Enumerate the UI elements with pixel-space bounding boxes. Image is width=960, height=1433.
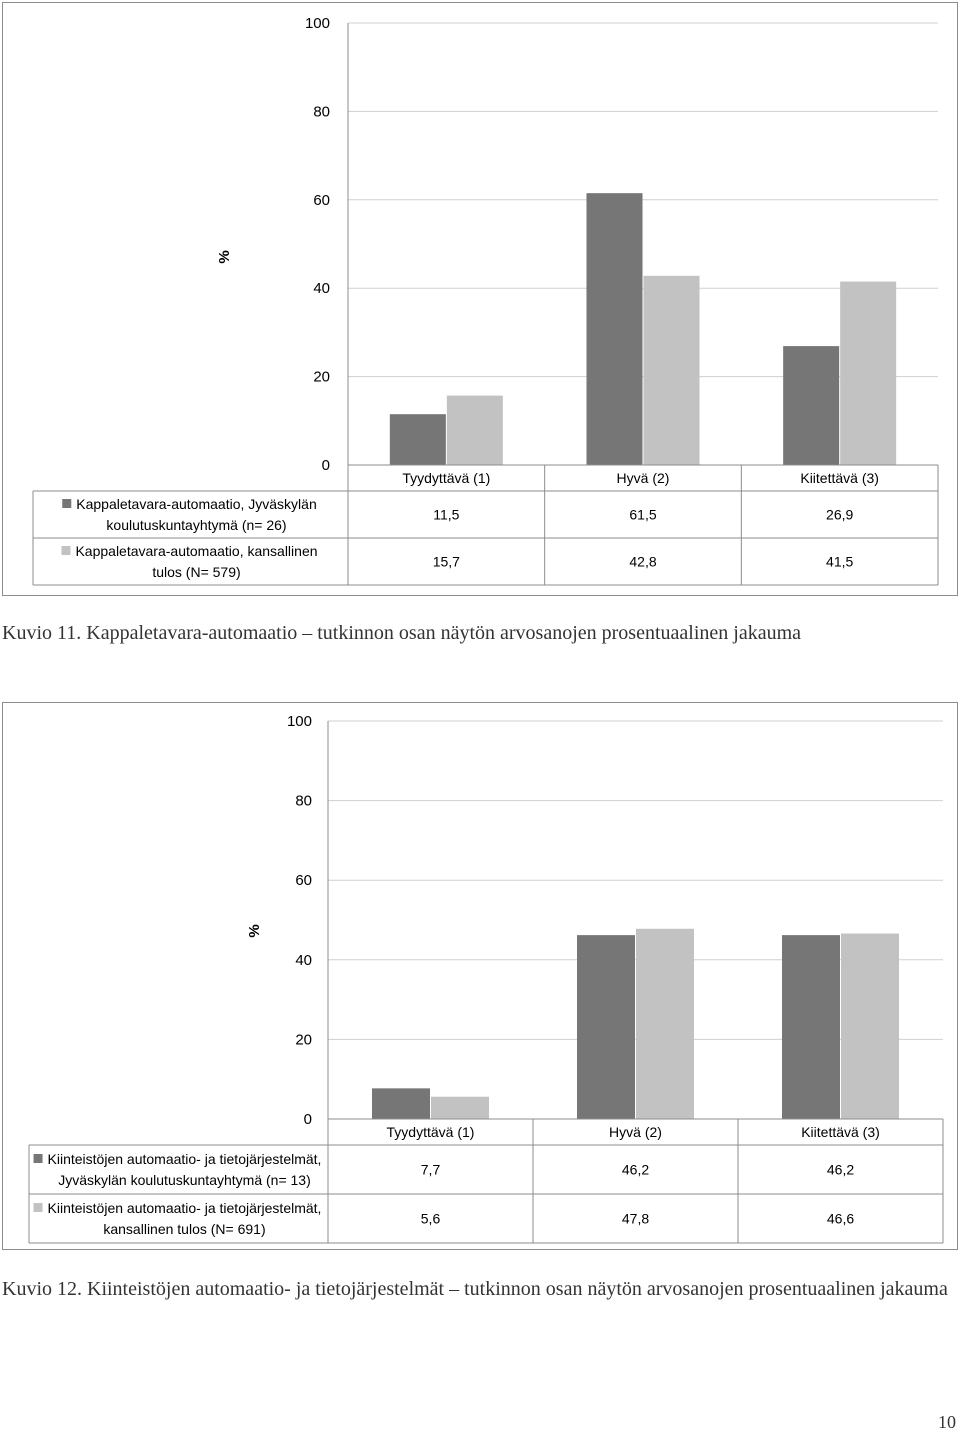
chart2-category-label: Hyvä (2) xyxy=(609,1124,662,1140)
chart2-bar-s2-c1 xyxy=(431,1096,489,1119)
chart1-legend-label-s1: Kappaletavara-automaatio, Jyväskylän xyxy=(76,496,316,512)
chart2-legend-label-s1: Kiinteistöjen automaatio- ja tietojärjes… xyxy=(48,1151,322,1167)
chart2-category-label: Kiitettävä (3) xyxy=(801,1124,880,1140)
chart2-legend-swatch-s2 xyxy=(33,1203,43,1212)
chart1-y-tick-label: 0 xyxy=(322,457,330,474)
chart2-bar-s2-c2 xyxy=(636,928,694,1119)
chart1-y-tick-label: 80 xyxy=(313,103,330,120)
chart1-bar-s1-c1 xyxy=(389,414,446,465)
chart2-bar-s1-c2 xyxy=(577,935,635,1119)
chart1-y-tick-label: 20 xyxy=(313,369,330,386)
chart1-y-tick-label: 40 xyxy=(313,280,330,297)
chart2-data-label-s1-c1: 7,7 xyxy=(421,1162,441,1178)
chart2-bar-s1-c1 xyxy=(372,1088,430,1119)
chart2-y-tick-label: 80 xyxy=(295,793,312,810)
chart1-y-tick-label: 60 xyxy=(313,192,330,209)
chart2-y-tick-label: 100 xyxy=(287,713,312,730)
figure-caption-11: Kuvio 11. Kappaletavara-automaatio – tut… xyxy=(2,622,802,644)
chart-1-svg: 0 20 40 60 80 100% Tyydyttävä (1) Hyvä (2) Kiite… xyxy=(32,15,939,586)
chart-kuvio-12: 0 20 40 60 80 100% Tyydyttävä (1) Hyvä (2) Kiite… xyxy=(2,702,958,1250)
chart1-y-tick-label: 100 xyxy=(305,15,330,32)
chart2-data-label-s2-c2: 47,8 xyxy=(622,1211,649,1227)
chart2-data-label-s2-c3: 46,6 xyxy=(827,1211,854,1227)
chart1-data-label-s1-c2: 61,5 xyxy=(629,507,656,523)
chart1-data-label-s1-c1: 11,5 xyxy=(433,507,459,523)
chart2-y-tick-label: 60 xyxy=(295,872,312,889)
chart1-category-label: Tyydyttävä (1) xyxy=(402,470,490,486)
chart1-legend-label-s2: tulos (N= 579) xyxy=(152,564,240,580)
chart1-bar-s1-c3 xyxy=(783,346,840,465)
chart-kuvio-11: 0 20 40 60 80 100% Tyydyttävä (1) Hyvä (2) Kiite… xyxy=(2,2,958,596)
chart1-legend-swatch-s1 xyxy=(62,499,72,508)
chart2-y-tick-label: 40 xyxy=(295,952,312,969)
chart1-legend-label-s2: Kappaletavara-automaatio, kansallinen xyxy=(75,543,317,559)
chart1-data-label-s2-c2: 42,8 xyxy=(629,554,656,570)
chart1-bar-s2-c3 xyxy=(840,281,897,465)
chart2-category-label: Tyydyttävä (1) xyxy=(387,1124,475,1140)
chart2-bar-s1-c3 xyxy=(782,935,840,1119)
chart-2-svg: 0 20 40 60 80 100% Tyydyttävä (1) Hyvä (2) Kiite… xyxy=(28,713,944,1244)
chart2-data-label-s1-c3: 46,2 xyxy=(827,1162,854,1178)
chart1-data-label-s1-c3: 26,9 xyxy=(826,507,853,523)
chart2-legend-label-s2: kansallinen tulos (N= 691) xyxy=(103,1221,265,1237)
chart2-data-label-s2-c1: 5,6 xyxy=(421,1211,441,1227)
chart2-bar-s2-c3 xyxy=(841,933,899,1119)
chart1-data-label-s2-c1: 15,7 xyxy=(433,554,460,570)
chart2-data-label-s1-c2: 46,2 xyxy=(622,1162,649,1178)
chart1-data-label-s2-c3: 41,5 xyxy=(826,554,853,570)
chart2-legend-label-s1: Jyväskylän koulutuskuntayhtymä (n= 13) xyxy=(58,1172,311,1188)
page-number: 10 xyxy=(938,1412,956,1432)
chart1-legend-label-s1: koulutuskuntayhtymä (n= 26) xyxy=(106,517,286,533)
chart2-y-tick-label: 20 xyxy=(295,1031,312,1048)
chart1-category-label: Kiitettävä (3) xyxy=(800,470,879,486)
chart2-y-tick-label: 0 xyxy=(304,1111,312,1128)
chart2-y-axis-label: % xyxy=(246,924,263,937)
chart1-y-axis-label: % xyxy=(216,250,233,263)
figure-caption-12: Kuvio 12. Kiinteistöjen automaatio- ja t… xyxy=(2,1278,948,1300)
chart1-category-label: Hyvä (2) xyxy=(617,470,670,486)
chart1-bar-s1-c2 xyxy=(586,193,643,466)
chart2-legend-label-s2: Kiinteistöjen automaatio- ja tietojärjes… xyxy=(48,1200,322,1216)
chart1-bar-s2-c1 xyxy=(446,395,503,465)
chart1-bar-s2-c2 xyxy=(643,275,700,465)
chart2-legend-swatch-s1 xyxy=(33,1154,43,1163)
chart1-legend-swatch-s2 xyxy=(61,546,71,555)
